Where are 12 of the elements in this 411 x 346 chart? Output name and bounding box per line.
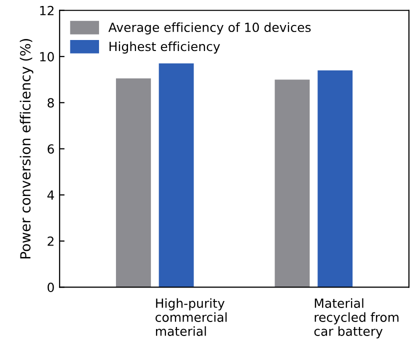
y-tick-label: 0 — [48, 282, 54, 292]
y-tick-label: 12 — [40, 6, 54, 16]
y-tick-label: 10 — [40, 52, 54, 62]
y-axis-title: Power conversion efficiency (%) — [20, 39, 34, 258]
y-tick-label: 6 — [48, 144, 54, 154]
x-tick-label: High-purity commercial material — [156, 298, 227, 336]
x-tick-label: Material recycled from car battery — [314, 298, 398, 338]
y-tick-label: 8 — [48, 98, 54, 108]
legend-label: Average efficiency of 10 devices — [108, 22, 311, 34]
y-tick-label: 4 — [47, 190, 54, 200]
y-tick-label: 2 — [48, 236, 54, 246]
legend-label: Highest efficiency — [110, 41, 220, 54]
